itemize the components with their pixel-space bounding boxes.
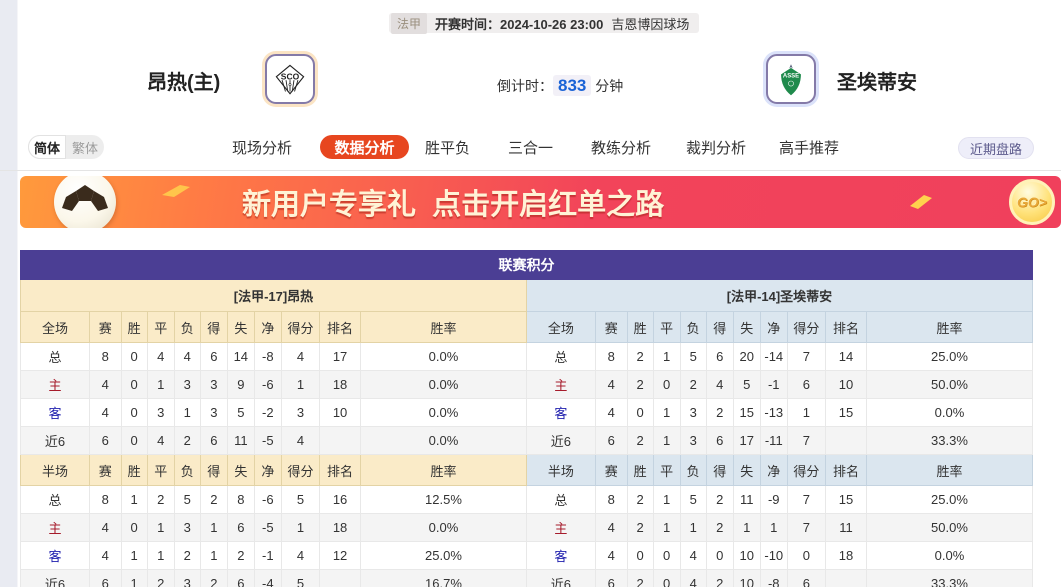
svg-text:ASSE: ASSE — [783, 73, 799, 79]
svg-text:SCO: SCO — [281, 72, 300, 82]
